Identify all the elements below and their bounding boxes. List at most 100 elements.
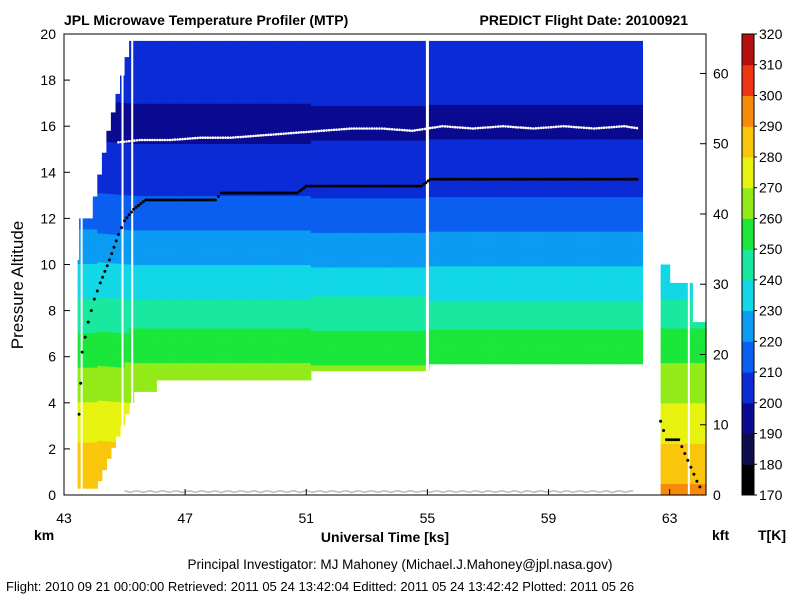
heatmap-cell [415,255,421,262]
heatmap-cell [351,209,357,216]
heatmap-cell [378,249,384,256]
heatmap-cell [256,91,262,98]
heatmap-cell [297,195,303,202]
heatmap-cell [297,155,303,162]
heatmap-cell [142,132,148,139]
heatmap-cell [283,97,289,104]
heatmap-cell [356,364,362,372]
heatmap-cell [288,293,294,300]
heatmap-cell [465,219,471,226]
heatmap-cell [428,64,434,71]
heatmap-cell [347,318,353,326]
heatmap-cell [451,242,457,249]
heatmap-cell [410,284,416,291]
heatmap-cell [192,310,198,317]
heatmap-cell [288,62,294,70]
heatmap-cell [138,385,144,392]
heatmap-cell [238,224,244,231]
heatmap-cell [301,120,307,127]
heatmap-cell [97,440,103,447]
heatmap-cell [410,336,416,343]
heatmap-cell [265,368,271,375]
heatmap-cell [197,247,203,254]
heatmap-cell [288,287,294,294]
heatmap-cell [301,160,307,168]
heatmap-cell [92,378,98,385]
heatmap-cell [233,108,239,116]
heatmap-cell [138,374,144,381]
heatmap-cell [269,143,275,150]
heatmap-cell [83,303,89,311]
heatmap-cell [360,105,366,112]
heatmap-cell [174,195,180,202]
heatmap-cell [342,157,348,164]
heatmap-cell [192,356,198,364]
heatmap-cell [292,264,298,271]
heatmap-cell [292,45,298,52]
heatmap-cell [151,287,157,294]
heatmap-cell [274,143,280,150]
heatmap-cell [465,52,471,59]
heatmap-cell [351,111,357,118]
heatmap-cell [179,253,185,260]
heatmap-cell [138,229,144,237]
heatmap-cell [174,287,180,294]
heatmap-cell [288,178,294,185]
heatmap-cell [142,258,148,266]
heatmap-cell [297,247,303,254]
heatmap-cell [283,258,289,266]
heatmap-cell [333,197,339,205]
heatmap-cell [283,333,289,340]
heatmap-cell [456,334,462,342]
heatmap-cell [229,120,235,127]
heatmap-cell [183,253,189,260]
heatmap-cell [83,326,89,334]
heatmap-cell [279,258,285,266]
heatmap-cell [251,322,257,329]
heatmap-cell [215,126,221,133]
heatmap-cell [374,289,380,297]
heatmap-cell [378,255,384,262]
heatmap-cell [133,178,139,185]
heatmap-cell [110,303,116,310]
heatmap-cell [365,163,371,170]
heatmap-cell [215,287,221,294]
heatmap-cell [388,364,394,372]
heatmap-cell [397,238,403,245]
heatmap-cell [383,220,389,228]
heatmap-cell [165,333,171,340]
heatmap-cell [247,137,253,145]
heatmap-cell [197,287,203,294]
heatmap-cell [124,286,130,294]
heatmap-cell [265,155,271,162]
heatmap-cell [433,161,439,169]
heatmap-cell [92,470,98,478]
heatmap-cell [469,334,475,342]
heatmap-cell [301,57,307,64]
heatmap-cell [192,362,198,369]
heatmap-cell [97,330,103,338]
heatmap-cell [301,258,307,266]
heatmap-cell [406,243,412,251]
heatmap-cell [224,368,230,375]
heatmap-cell [138,316,144,323]
heatmap-cell [419,93,425,101]
heatmap-cell [351,59,357,66]
heatmap-cell [365,243,371,251]
heatmap-cell [356,243,362,251]
heatmap-cell [369,301,375,308]
heatmap-cell [310,289,316,297]
heatmap-cell [242,258,248,266]
heatmap-cell [447,346,453,353]
heatmap-cell [179,120,185,127]
heatmap-cell [206,310,212,317]
heatmap-cell [138,264,144,271]
heatmap-cell [378,117,384,124]
heatmap-cell [438,185,444,192]
heatmap-cell [433,294,439,301]
heatmap-cell [410,122,416,130]
heatmap-cell [192,85,198,93]
heatmap-cell [292,293,298,300]
heatmap-cell [97,376,103,384]
heatmap-cell [238,143,244,150]
